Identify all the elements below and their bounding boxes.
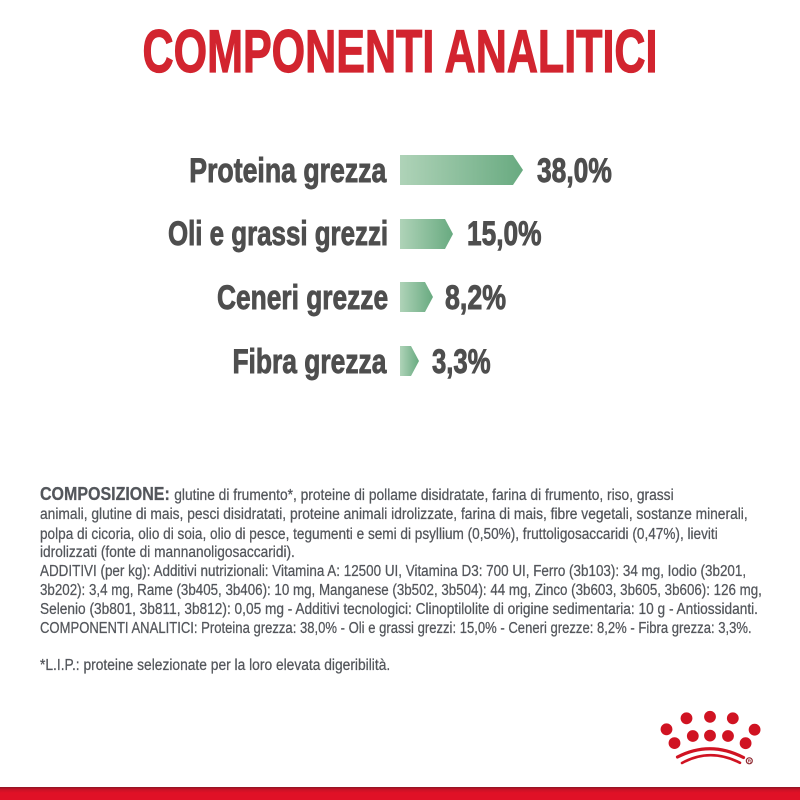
svg-text:R: R	[748, 759, 752, 765]
